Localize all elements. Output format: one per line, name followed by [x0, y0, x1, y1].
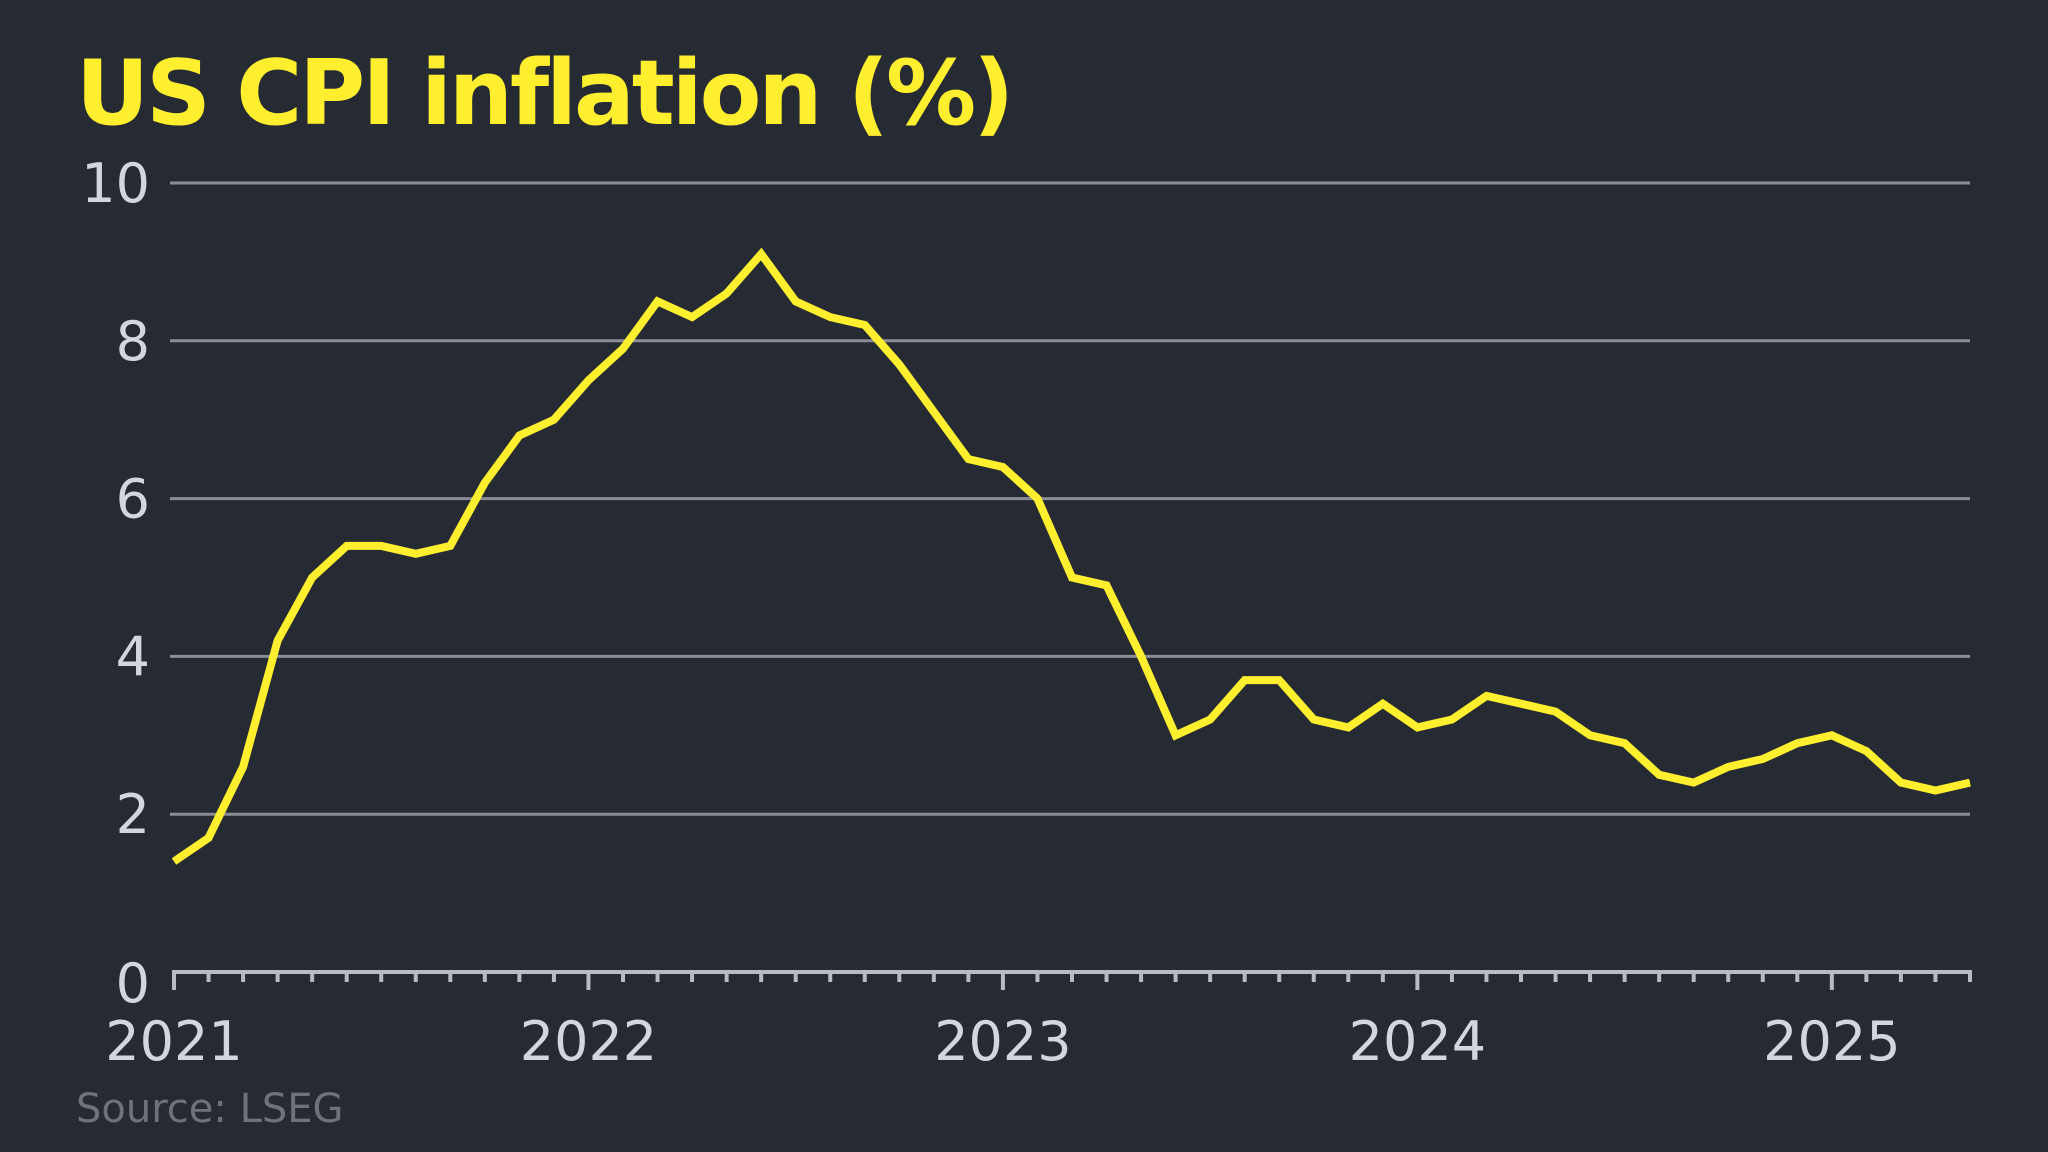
data-point — [343, 542, 351, 550]
data-point — [1068, 574, 1076, 582]
y-axis-labels: 0 2 4 6 8 10 — [81, 152, 150, 1015]
x-tick-label: 2021 — [105, 1010, 242, 1073]
data-point — [1103, 581, 1111, 589]
x-axis — [172, 970, 1972, 990]
data-point — [1862, 747, 1870, 755]
data-point — [895, 360, 903, 368]
y-tick-label: 8 — [116, 310, 150, 373]
data-point — [1206, 716, 1214, 724]
y-tick-label: 10 — [81, 152, 150, 215]
data-point — [1379, 700, 1387, 708]
data-point — [1137, 652, 1145, 660]
data-point — [1552, 708, 1560, 716]
y-tick-label: 4 — [116, 625, 150, 688]
data-point — [274, 637, 282, 645]
data-point — [1759, 755, 1767, 763]
data-point — [1033, 495, 1041, 503]
data-point — [239, 763, 247, 771]
data-point — [515, 431, 523, 439]
x-tick-label: 2025 — [1763, 1010, 1900, 1073]
data-point — [1413, 723, 1421, 731]
data-point — [964, 455, 972, 463]
data-point — [688, 313, 696, 321]
data-point — [1931, 787, 1939, 795]
data-point — [446, 542, 454, 550]
chart-title: US CPI inflation (%) — [76, 41, 1014, 146]
data-point — [1275, 676, 1283, 684]
y-tick-label: 6 — [116, 468, 150, 531]
data-point — [654, 297, 662, 305]
data-point — [1586, 731, 1594, 739]
data-point — [1310, 716, 1318, 724]
data-point — [1448, 716, 1456, 724]
data-point — [1241, 676, 1249, 684]
data-point — [1517, 700, 1525, 708]
data-point — [1724, 763, 1732, 771]
data-point — [1793, 739, 1801, 747]
data-point — [619, 345, 627, 353]
data-point — [826, 313, 834, 321]
gridlines — [170, 181, 1970, 816]
x-axis-labels: 2021 2022 2023 2024 2025 — [105, 1010, 1900, 1073]
data-point — [1172, 731, 1180, 739]
data-point — [1344, 723, 1352, 731]
source-note: Source: LSEG — [76, 1086, 344, 1132]
data-point — [550, 416, 558, 424]
data-point — [1966, 779, 1974, 787]
data-point — [999, 463, 1007, 471]
data-point — [861, 321, 869, 329]
series-layer — [170, 247, 1974, 866]
data-point — [412, 550, 420, 558]
data-point — [723, 289, 731, 297]
data-point — [481, 479, 489, 487]
data-point — [1897, 779, 1905, 787]
data-point — [584, 376, 592, 384]
x-tick-label: 2024 — [1349, 1010, 1486, 1073]
data-point — [1828, 731, 1836, 739]
data-point — [1655, 771, 1663, 779]
data-point — [1690, 779, 1698, 787]
data-point — [1482, 692, 1490, 700]
data-point — [1621, 739, 1629, 747]
cpi-series-line — [171, 247, 1971, 865]
data-point — [930, 408, 938, 416]
x-tick-label: 2023 — [934, 1010, 1071, 1073]
data-point — [170, 858, 178, 866]
data-point — [308, 574, 316, 582]
x-tick-label: 2022 — [520, 1010, 657, 1073]
data-point — [205, 834, 213, 842]
data-point — [377, 542, 385, 550]
data-point — [792, 297, 800, 305]
data-point — [757, 250, 765, 258]
y-tick-label: 0 — [116, 952, 150, 1015]
y-tick-label: 2 — [116, 783, 150, 846]
